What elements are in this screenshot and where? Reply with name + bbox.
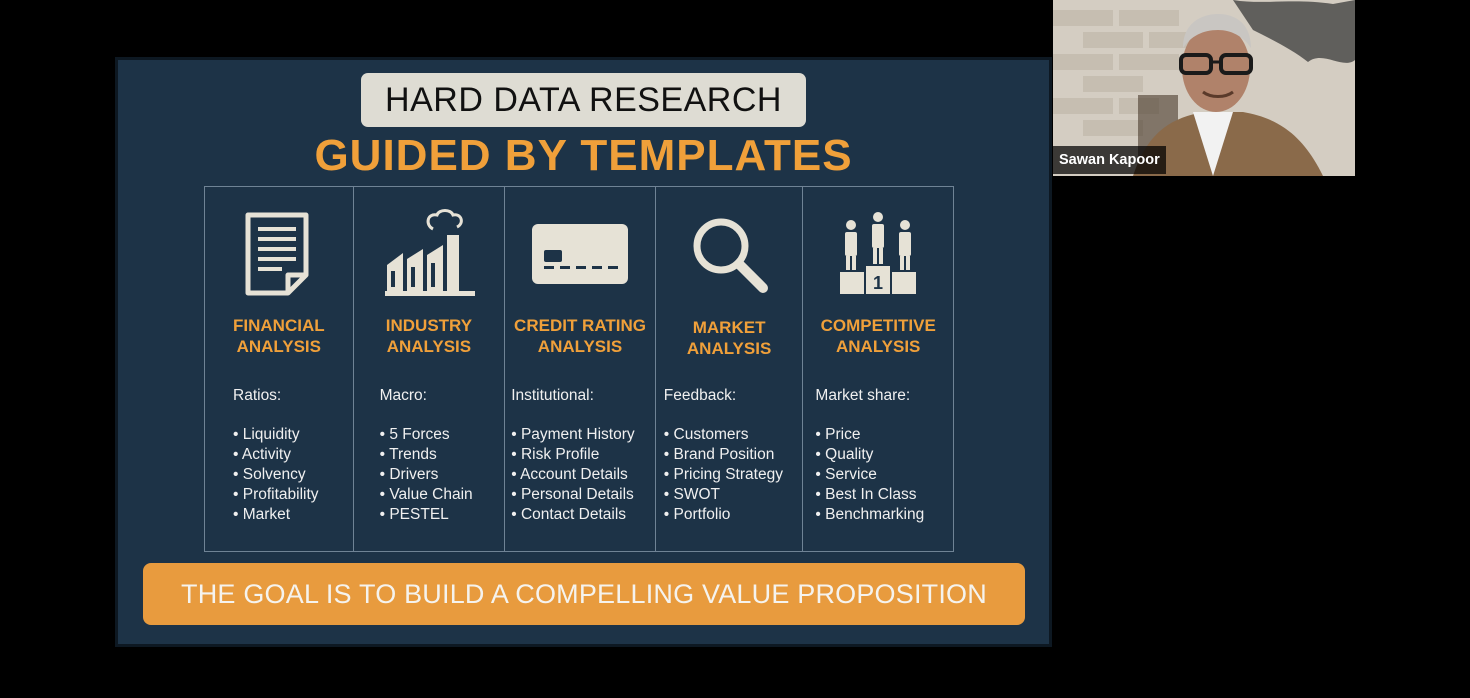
list-item: Payment History (511, 425, 635, 445)
column-heading: Ratios: (233, 387, 282, 404)
list-item: Value Chain (380, 485, 472, 505)
column-title: COMPETITIVE ANALYSIS (820, 316, 936, 356)
list-item: Market (233, 505, 319, 525)
list-item: 5 Forces (380, 425, 473, 445)
column-heading: Market share: (815, 387, 911, 404)
list-item: Contact Details (511, 505, 634, 525)
goal-banner: THE GOAL IS TO BUILD A COMPELLING VALUE … (143, 563, 1025, 625)
list-item: Pricing Strategy (664, 465, 783, 485)
column-list: Liquidity Activity Solvency Profitabilit… (233, 425, 319, 525)
column-competitive: 1 COMPETITIVE ANALYSIS Market share: Pri… (803, 187, 953, 551)
column-title: FINANCIAL ANALYSIS (233, 316, 325, 356)
list-item: Trends (380, 445, 473, 465)
participant-video-tile[interactable]: Sawan Kapoor (1053, 0, 1355, 176)
column-heading: Institutional: (511, 387, 594, 404)
column-list: Price Quality Service Best In Class Benc… (815, 425, 924, 525)
column-financial: FINANCIAL ANALYSIS Ratios: Liquidity Act… (205, 187, 354, 551)
slide-title: HARD DATA RESEARCH (361, 73, 806, 127)
list-item: Price (815, 425, 924, 445)
factory-icon (354, 209, 505, 299)
participant-video-feed (1053, 0, 1355, 176)
list-item: Drivers (380, 465, 473, 485)
list-item: Portfolio (664, 505, 783, 525)
list-item: Benchmarking (815, 505, 924, 525)
participant-name-tag: Sawan Kapoor (1053, 146, 1166, 174)
column-list: 5 Forces Trends Drivers Value Chain PEST… (380, 425, 473, 525)
presentation-slide: HARD DATA RESEARCH GUIDED BY TEMPLATES F… (115, 57, 1052, 647)
list-item: Solvency (233, 465, 319, 485)
podium-icon: 1 (803, 209, 953, 299)
list-item: Profitability (233, 485, 319, 505)
list-item: Activity (233, 445, 319, 465)
list-item: Service (815, 465, 924, 485)
document-icon (205, 209, 353, 299)
column-credit-rating: CREDIT RATING ANALYSIS Institutional: Pa… (505, 187, 656, 551)
column-industry: INDUSTRY ANALYSIS Macro: 5 Forces Trends… (354, 187, 506, 551)
column-title: CREDIT RATING ANALYSIS (514, 316, 646, 356)
list-item: SWOT (664, 485, 783, 505)
list-item: Quality (815, 445, 924, 465)
column-heading: Macro: (379, 387, 427, 404)
list-item: Best In Class (815, 485, 924, 505)
column-list: Payment History Risk Profile Account Det… (511, 425, 635, 525)
credit-card-icon (505, 209, 655, 299)
podium-number: 1 (873, 273, 883, 293)
slide-subtitle: GUIDED BY TEMPLATES (314, 131, 853, 180)
list-item: Account Details (511, 465, 634, 485)
magnifier-icon (656, 209, 803, 299)
column-heading: Feedback: (663, 387, 737, 404)
list-item: Risk Profile (511, 445, 634, 465)
list-item: PESTEL (380, 505, 473, 525)
column-title: INDUSTRY ANALYSIS (385, 316, 473, 356)
template-grid: FINANCIAL ANALYSIS Ratios: Liquidity Act… (204, 186, 954, 552)
column-title: MARKET ANALYSIS (686, 318, 772, 358)
list-item: Brand Position (664, 445, 783, 465)
list-item: Customers (664, 425, 783, 445)
list-item: Personal Details (511, 485, 634, 505)
column-market: MARKET ANALYSIS Feedback: Customers Bran… (656, 187, 804, 551)
list-item: Liquidity (233, 425, 319, 445)
column-list: Customers Brand Position Pricing Strateg… (664, 425, 783, 525)
